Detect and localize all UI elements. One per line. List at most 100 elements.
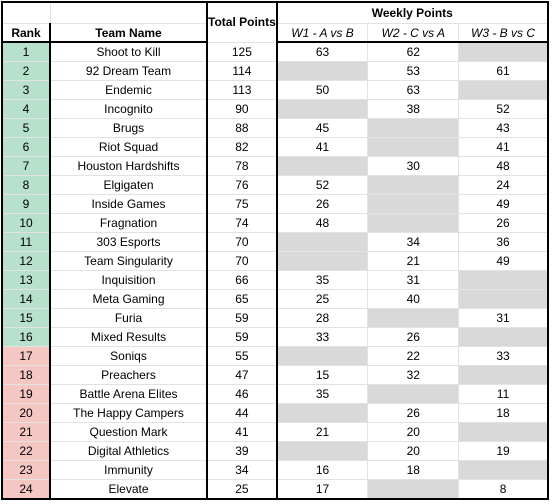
week-1-points-cell[interactable]: 26 [276, 194, 369, 214]
week-3-points-cell[interactable]: 49 [458, 194, 549, 214]
rank-cell[interactable]: 4 [1, 99, 51, 119]
rank-cell[interactable]: 18 [1, 365, 51, 385]
rank-cell[interactable]: 24 [1, 479, 51, 500]
week-1-points-cell[interactable]: 35 [276, 270, 369, 290]
week-3-points-cell[interactable]: 24 [458, 175, 549, 195]
team-name-cell[interactable]: Furia [49, 308, 208, 328]
total-points-cell[interactable]: 59 [206, 308, 278, 328]
week-1-points-cell[interactable] [276, 251, 369, 271]
week-2-header[interactable]: W2 - C vs A [367, 23, 460, 43]
week-2-points-cell[interactable]: 38 [367, 99, 460, 119]
team-name-cell[interactable]: Battle Arena Elites [49, 384, 208, 404]
week-2-points-cell[interactable]: 40 [367, 289, 460, 309]
rank-cell[interactable]: 2 [1, 61, 51, 81]
rank-cell[interactable]: 8 [1, 175, 51, 195]
week-1-points-cell[interactable]: 48 [276, 213, 369, 233]
week-1-points-cell[interactable] [276, 346, 369, 366]
rank-cell[interactable]: 21 [1, 422, 51, 442]
team-name-header[interactable]: Team Name [49, 23, 208, 43]
team-name-cell[interactable]: 92 Dream Team [49, 61, 208, 81]
rank-cell[interactable]: 19 [1, 384, 51, 404]
rank-cell[interactable]: 22 [1, 441, 51, 461]
week-1-points-cell[interactable] [276, 99, 369, 119]
week-2-points-cell[interactable]: 31 [367, 270, 460, 290]
total-points-cell[interactable]: 59 [206, 327, 278, 347]
total-points-cell[interactable]: 88 [206, 118, 278, 138]
week-3-points-cell[interactable] [458, 270, 549, 290]
week-1-points-cell[interactable]: 17 [276, 479, 369, 500]
team-name-cell[interactable]: 303 Esports [49, 232, 208, 252]
rank-cell[interactable]: 14 [1, 289, 51, 309]
total-points-cell[interactable]: 78 [206, 156, 278, 176]
week-2-points-cell[interactable]: 20 [367, 422, 460, 442]
week-3-points-cell[interactable]: 41 [458, 137, 549, 157]
rank-cell[interactable]: 3 [1, 80, 51, 100]
total-points-cell[interactable]: 113 [206, 80, 278, 100]
team-name-cell[interactable]: Riot Squad [49, 137, 208, 157]
week-2-points-cell[interactable]: 53 [367, 61, 460, 81]
week-3-points-cell[interactable]: 61 [458, 61, 549, 81]
team-name-cell[interactable]: Team Singularity [49, 251, 208, 271]
week-1-points-cell[interactable]: 15 [276, 365, 369, 385]
total-points-cell[interactable]: 65 [206, 289, 278, 309]
total-points-cell[interactable]: 76 [206, 175, 278, 195]
team-name-cell[interactable]: Endemic [49, 80, 208, 100]
week-3-points-cell[interactable]: 48 [458, 156, 549, 176]
week-1-points-cell[interactable]: 45 [276, 118, 369, 138]
rank-cell[interactable]: 23 [1, 460, 51, 480]
week-2-points-cell[interactable] [367, 137, 460, 157]
week-2-points-cell[interactable] [367, 308, 460, 328]
week-1-points-cell[interactable]: 63 [276, 41, 369, 62]
total-points-cell[interactable]: 82 [206, 137, 278, 157]
week-2-points-cell[interactable]: 30 [367, 156, 460, 176]
week-2-points-cell[interactable] [367, 479, 460, 500]
total-points-cell[interactable]: 46 [206, 384, 278, 404]
total-points-cell[interactable]: 125 [206, 41, 278, 62]
team-name-cell[interactable]: Inside Games [49, 194, 208, 214]
week-3-points-cell[interactable] [458, 80, 549, 100]
team-name-cell[interactable]: The Happy Campers [49, 403, 208, 423]
team-name-cell[interactable]: Elgigaten [49, 175, 208, 195]
week-1-points-cell[interactable]: 52 [276, 175, 369, 195]
week-1-points-cell[interactable]: 28 [276, 308, 369, 328]
week-3-points-cell[interactable] [458, 41, 549, 62]
week-3-points-cell[interactable]: 33 [458, 346, 549, 366]
rank-cell[interactable]: 5 [1, 118, 51, 138]
total-points-cell[interactable]: 75 [206, 194, 278, 214]
week-2-points-cell[interactable] [367, 175, 460, 195]
week-3-points-cell[interactable]: 26 [458, 213, 549, 233]
team-name-cell[interactable]: Digital Athletics [49, 441, 208, 461]
total-points-cell[interactable]: 41 [206, 422, 278, 442]
week-2-points-cell[interactable]: 21 [367, 251, 460, 271]
week-1-points-cell[interactable] [276, 232, 369, 252]
rank-cell[interactable]: 11 [1, 232, 51, 252]
week-1-points-cell[interactable]: 16 [276, 460, 369, 480]
team-name-cell[interactable]: Question Mark [49, 422, 208, 442]
week-3-points-cell[interactable]: 11 [458, 384, 549, 404]
week-3-points-cell[interactable] [458, 422, 549, 442]
week-1-points-cell[interactable]: 21 [276, 422, 369, 442]
team-name-cell[interactable]: Immunity [49, 460, 208, 480]
week-1-points-cell[interactable]: 50 [276, 80, 369, 100]
team-name-cell[interactable]: Soniqs [49, 346, 208, 366]
team-name-cell[interactable]: Brugs [49, 118, 208, 138]
rank-header[interactable]: Rank [1, 23, 51, 43]
week-3-header[interactable]: W3 - B vs C [458, 23, 549, 43]
week-2-points-cell[interactable]: 32 [367, 365, 460, 385]
total-points-cell[interactable]: 66 [206, 270, 278, 290]
header-blank-cell[interactable] [49, 1, 208, 24]
total-points-cell[interactable]: 34 [206, 460, 278, 480]
week-3-points-cell[interactable]: 18 [458, 403, 549, 423]
week-2-points-cell[interactable]: 62 [367, 41, 460, 62]
rank-cell[interactable]: 15 [1, 308, 51, 328]
week-2-points-cell[interactable]: 26 [367, 327, 460, 347]
team-name-cell[interactable]: Meta Gaming [49, 289, 208, 309]
total-points-cell[interactable]: 55 [206, 346, 278, 366]
week-3-points-cell[interactable]: 31 [458, 308, 549, 328]
team-name-cell[interactable]: Preachers [49, 365, 208, 385]
week-3-points-cell[interactable] [458, 460, 549, 480]
rank-cell[interactable]: 12 [1, 251, 51, 271]
week-3-points-cell[interactable]: 19 [458, 441, 549, 461]
team-name-cell[interactable]: Shoot to Kill [49, 41, 208, 62]
rank-cell[interactable]: 1 [1, 41, 51, 62]
